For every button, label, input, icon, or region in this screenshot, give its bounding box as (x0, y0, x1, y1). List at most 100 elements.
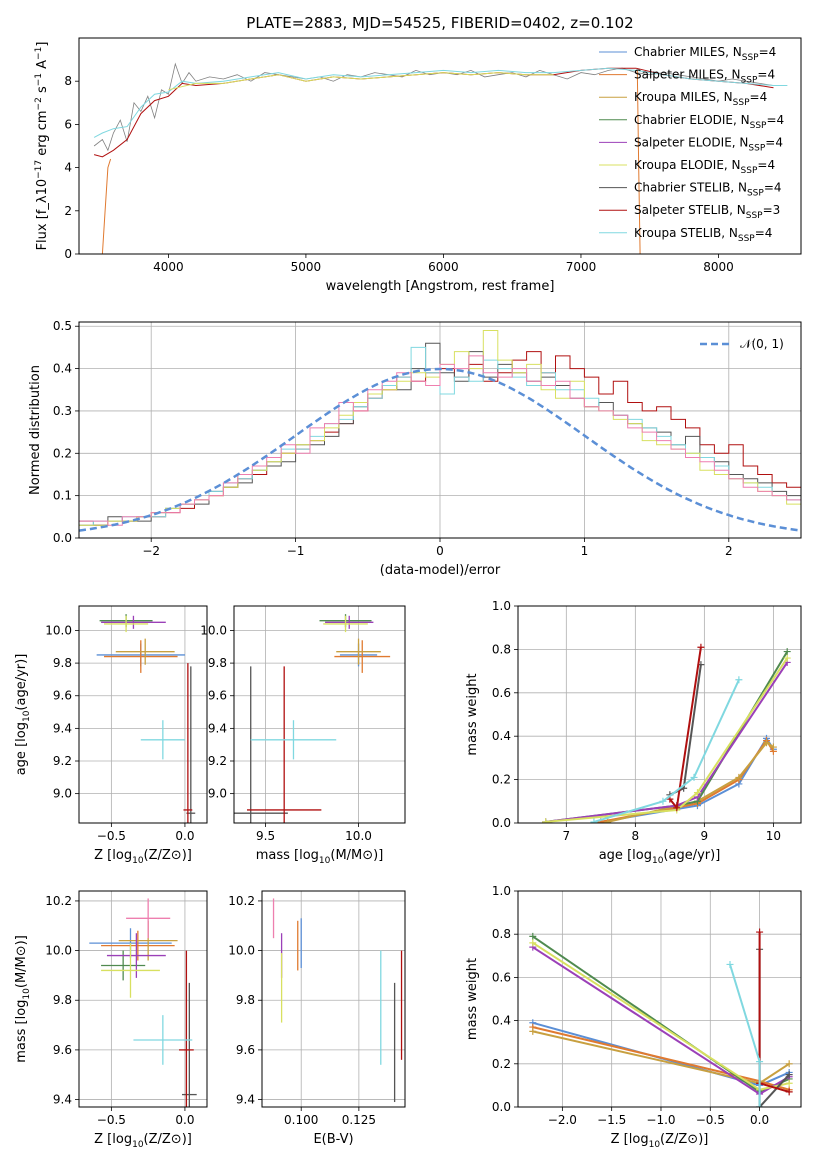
plot-area (234, 614, 391, 823)
x-tick-label: 8 (632, 829, 640, 843)
y-axis-label: Flux [f_λ10−17 erg cm−2 s−1 A−1] (34, 42, 50, 251)
y-tick-label: 9.8 (53, 993, 72, 1007)
x-tick-label: 9.5 (256, 829, 275, 843)
y-tick-label: 9.6 (208, 689, 227, 703)
plot-frame (78, 37, 802, 255)
y-axis-label: mass weight (465, 958, 480, 1040)
x-tick-label: 0.125 (342, 1113, 376, 1127)
y-tick-label: 0.0 (492, 1100, 511, 1114)
x-tick-label: −0.5 (97, 829, 126, 843)
y-tick-label: 9.6 (236, 1043, 255, 1057)
x-tick-label: 0 (436, 544, 444, 558)
series-line (545, 657, 789, 823)
legend: Chabrier MILES, NSSP=4 Salpeter MILES, NS… (599, 45, 784, 244)
point-marker (529, 932, 537, 940)
y-tick-label: 9.8 (208, 656, 227, 670)
x-tick-label: 0.0 (175, 1113, 194, 1127)
panel-residual-histogram: −2 −1 0 1 2 0.0 0.1 0.2 0.3 0.4 0.5 (data-model)/er… (28, 319, 802, 578)
x-tick-label: −1 (287, 544, 305, 558)
panel-mass-weight-vs-age: 7 8 9 10 0.0 0.2 0.4 0.6 0.8 1.0 age [log10(age/yr… (465, 599, 802, 866)
y-axis-label: Normed distribution (28, 365, 43, 495)
y-tick-label: 0.4 (492, 729, 511, 743)
point-marker (735, 676, 743, 684)
x-tick-label: 9 (701, 829, 709, 843)
point-marker (697, 643, 705, 651)
point-marker (690, 773, 698, 781)
y-tick-label: 1.0 (492, 884, 511, 898)
point-marker (673, 804, 681, 812)
x-tick-label: −0.5 (696, 1113, 725, 1127)
plot-area (272, 898, 403, 1103)
legend-label: Kroupa STELIB, NSSP=4 (634, 226, 772, 244)
point-marker (542, 818, 550, 823)
y-tick-label: 9.2 (208, 754, 227, 768)
point-marker (785, 1071, 793, 1079)
x-tick-label: 1 (581, 544, 589, 558)
x-tick-label: 8000 (703, 260, 734, 274)
legend-label: Kroupa ELODIE, NSSP=4 (634, 158, 775, 176)
point-marker (783, 654, 791, 662)
point-marker (726, 960, 734, 968)
y-axis-label: age [log10(age/yr)] (14, 654, 32, 776)
y-tick-label: 1.0 (492, 599, 511, 613)
point-marker (762, 739, 770, 747)
x-axis-label: E(B-V) (313, 1132, 353, 1147)
y-tick-label: 9.6 (53, 1043, 72, 1057)
x-tick-label: −0.5 (97, 1113, 126, 1127)
x-tick-label: −2 (142, 544, 160, 558)
y-tick-label: 0.3 (53, 404, 72, 418)
spectrum-line (101, 158, 112, 254)
point-marker (693, 789, 701, 797)
x-axis-label: age [log10(age/yr)] (599, 848, 721, 866)
y-tick-label: 10.0 (228, 944, 255, 958)
y-tick-label: 9.4 (236, 1093, 255, 1107)
point-marker (756, 1058, 764, 1066)
legend-label: Salpeter STELIB, NSSP=3 (634, 203, 780, 221)
panel-mass-weight-vs-Z: −2.0 −1.5 −1.0 −0.5 0.0 0.0 0.2 0.4 0.6 0.8 1.0 Z [… (465, 884, 802, 1150)
x-tick-label: 0.0 (750, 1113, 769, 1127)
y-tick-label: 0 (64, 247, 72, 261)
legend-label: Chabrier MILES, NSSP=4 (634, 45, 776, 63)
point-marker (769, 743, 777, 751)
legend: 𝒩(0, 1) (700, 337, 784, 351)
point-marker (659, 797, 667, 805)
y-tick-label: 10.0 (45, 944, 72, 958)
plot-area (96, 614, 196, 823)
series-line (545, 651, 789, 823)
y-tick-label: 9.4 (53, 721, 72, 735)
y-tick-label: 10.0 (200, 623, 227, 637)
plot-frame (78, 605, 208, 824)
y-tick-label: 4 (64, 161, 72, 175)
plot-frame (233, 605, 406, 824)
point-marker (785, 1060, 793, 1068)
spectrum-line (93, 67, 788, 138)
x-tick-label: 0.100 (284, 1113, 318, 1127)
y-tick-label: 10.2 (45, 894, 72, 908)
point-marker (783, 648, 791, 656)
plot-area (542, 643, 791, 823)
point-marker (756, 1103, 764, 1107)
point-marker (529, 939, 537, 947)
spectrum-line (636, 70, 641, 254)
x-tick-label: 10.0 (345, 829, 372, 843)
x-axis-label: Z [log10(Z/Z⊙)] (94, 848, 192, 866)
plot-area (79, 330, 801, 532)
y-tick-label: 0.0 (492, 816, 511, 830)
x-tick-label: 0.0 (175, 829, 194, 843)
legend-label: Salpeter MILES, NSSP=4 (634, 68, 775, 86)
panel-age-vs-Z: −0.5 0.0 9.0 9.2 9.4 9.6 9.8 10.0 Z [log10(Z/Z⊙)… (14, 605, 208, 866)
y-tick-label: 0.1 (53, 489, 72, 503)
histogram-step (79, 355, 801, 526)
normal-curve (79, 367, 801, 532)
series-line (593, 679, 740, 823)
legend-label: 𝒩(0, 1) (740, 337, 784, 351)
x-tick-label: 5000 (291, 260, 322, 274)
legend-label: Chabrier ELODIE, NSSP=4 (634, 113, 784, 131)
legend-label: Kroupa MILES, NSSP=4 (634, 90, 767, 108)
x-axis-label: Z [log10(Z/Z⊙)] (611, 1132, 709, 1150)
y-tick-label: 0.8 (492, 642, 511, 656)
x-tick-label: 10 (766, 829, 781, 843)
point-marker (529, 1027, 537, 1035)
point-marker (756, 928, 764, 936)
